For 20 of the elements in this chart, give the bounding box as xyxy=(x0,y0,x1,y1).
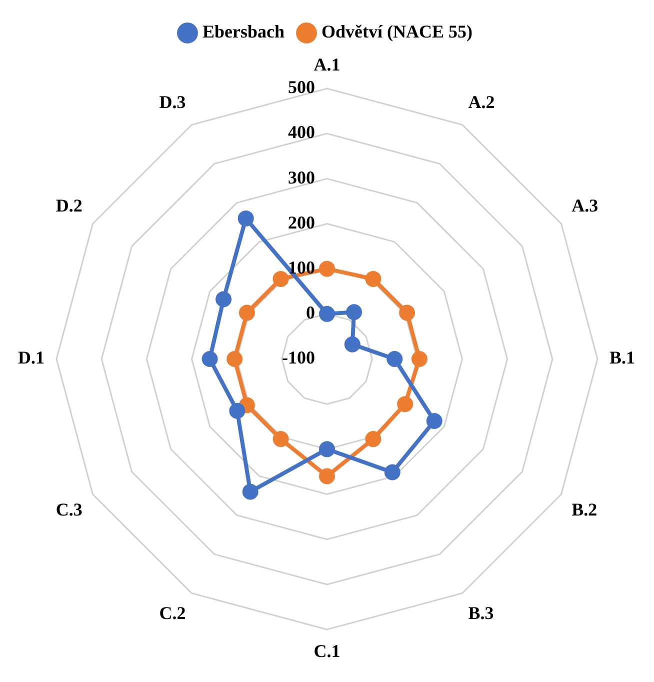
y-tick-label: 400 xyxy=(288,122,315,142)
spoke-label: A.3 xyxy=(572,196,598,216)
spoke-label: D.1 xyxy=(18,348,44,368)
spoke-label: D.2 xyxy=(56,196,82,216)
legend-label: Odvětví (NACE 55) xyxy=(322,22,473,42)
spoke-label: C.3 xyxy=(56,500,82,520)
y-tick-label: 500 xyxy=(288,77,315,98)
y-tick-label: 300 xyxy=(288,167,315,188)
y-tick-label: 200 xyxy=(288,212,315,232)
spoke-label: A.2 xyxy=(468,92,495,112)
y-tick-label: -100 xyxy=(282,348,315,368)
y-tick-label: 0 xyxy=(306,302,315,323)
spoke-label: C.1 xyxy=(314,640,340,661)
spoke-label: B.3 xyxy=(468,603,494,624)
spoke-label: A.1 xyxy=(314,54,340,74)
spoke-label: D.3 xyxy=(159,92,186,112)
spoke-label: B.2 xyxy=(572,500,598,520)
spoke-label: C.2 xyxy=(159,603,186,624)
legend-label: Ebersbach xyxy=(202,22,285,42)
spoke-label: B.1 xyxy=(610,348,636,368)
